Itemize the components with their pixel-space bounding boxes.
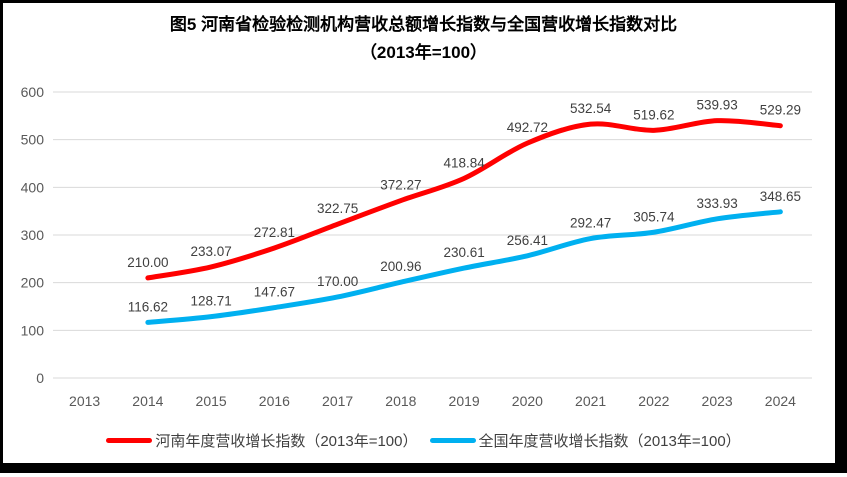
data-label-0-2020: 492.72 [507,120,548,135]
legend-label-henan: 河南年度营收增长指数（2013年=100） [155,432,418,450]
data-label-0-2021: 532.54 [570,101,612,116]
x-tick-label-2013: 2013 [69,393,100,409]
data-label-1-2020: 256.41 [507,233,548,248]
x-tick-label-2018: 2018 [385,393,416,409]
y-tick-label-600: 600 [21,84,45,100]
data-label-0-2024: 529.29 [760,103,801,118]
data-label-1-2022: 305.74 [633,209,675,224]
legend-marker-national-line [429,437,476,443]
legend-label-national: 全国年度营收增长指数（2013年=100） [478,432,741,450]
y-tick-label-500: 500 [21,132,45,148]
y-tick-label-100: 100 [21,322,45,338]
data-label-0-2015: 233.07 [190,244,231,259]
series-line-1 [145,209,783,325]
data-label-0-2022: 519.62 [633,107,674,122]
data-label-1-2018: 200.96 [380,259,421,274]
data-label-1-2014: 116.62 [128,299,168,314]
chart-title-line2: （2013年=100） [359,43,488,62]
x-tick-label-2014: 2014 [132,393,163,409]
data-label-1-2016: 147.67 [254,285,295,300]
data-label-1-2021: 292.47 [570,216,611,231]
chart-legend: 河南年度营收增长指数（2013年=100） 全国年度营收增长指数（2013年=1… [0,428,847,452]
x-tick-label-2024: 2024 [765,393,796,409]
data-label-0-2016: 272.81 [254,225,295,240]
chart-title-line1: 图5 河南省检验检测机构营收总额增长指数与全国营收增长指数对比 [169,15,678,34]
x-tick-label-2021: 2021 [575,393,606,409]
data-label-0-2023: 539.93 [696,98,737,113]
x-tick-label-2015: 2015 [196,393,227,409]
y-tick-label-300: 300 [21,227,45,243]
x-tick-label-2023: 2023 [702,393,733,409]
y-tick-label-0: 0 [36,370,44,386]
x-tick-label-2019: 2019 [449,393,480,409]
x-tick-label-2020: 2020 [512,393,543,409]
y-tick-label-400: 400 [21,179,45,195]
data-label-1-2024: 348.65 [760,189,801,204]
legend-item-national: 全国年度营收增长指数（2013年=100） [429,430,741,451]
series-line-0 [145,118,783,281]
legend-marker-henan-line [106,437,153,443]
x-tick-label-2016: 2016 [259,393,290,409]
x-tick-label-2017: 2017 [322,393,353,409]
data-label-1-2015: 128.71 [190,294,231,309]
data-label-1-2017: 170.00 [317,274,358,289]
y-tick-label-200: 200 [21,275,45,291]
x-tick-label-2022: 2022 [638,393,669,409]
data-label-0-2017: 322.75 [317,201,358,216]
data-label-1-2019: 230.61 [443,245,484,260]
legend-item-henan: 河南年度营收增长指数（2013年=100） [106,430,418,451]
data-label-1-2023: 333.93 [696,196,737,211]
data-label-0-2014: 210.00 [127,255,168,270]
data-label-0-2018: 372.27 [380,178,421,193]
data-label-0-2019: 418.84 [443,155,485,170]
chart-title: 图5 河南省检验检测机构营收总额增长指数与全国营收增长指数对比 （2013年=1… [0,11,847,67]
